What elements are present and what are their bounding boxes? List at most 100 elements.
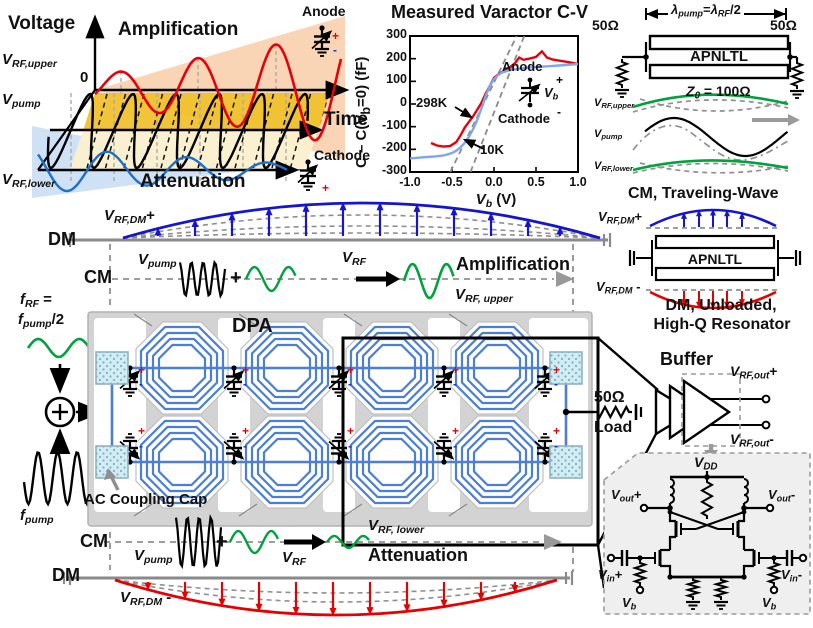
res-apnltl-label: APNLTL <box>687 251 743 267</box>
varactor-plus-mark: + <box>553 363 561 377</box>
inset-vb-label: Vb <box>544 85 559 102</box>
tw-v-rf-upper-label: VRF,upper <box>594 97 635 111</box>
varactor-minus-mark: - <box>139 439 143 453</box>
amplification-label: Amplification <box>118 19 239 40</box>
varactor-minus-mark: - <box>554 377 558 391</box>
xtick-label: 0.5 <box>527 175 545 189</box>
xtick-label: -0.5 <box>441 175 463 189</box>
varactor-minus-mark: - <box>348 439 352 453</box>
v-rf-out-minus-label: VRF,out- <box>730 431 774 450</box>
apnltl-label: APNLTL <box>689 48 749 65</box>
ytick-label: -100 <box>381 118 407 132</box>
dpa-title: DPA <box>232 315 273 337</box>
mid-v-pump-label: Vpump <box>138 251 177 270</box>
res-caption-1: DM, Unloaded, <box>665 297 777 314</box>
vb-left-label: Vb <box>622 595 637 612</box>
cathode-label: Cathode <box>314 147 370 163</box>
curve-label-298k: 298K <box>416 95 448 110</box>
f-pump-label: fpump <box>20 507 54 526</box>
inset-anode-label: Anode <box>502 59 543 74</box>
mid-v-rf-label: VRF <box>342 249 367 268</box>
res-v-plus-label: VRF,DM+ <box>598 209 643 226</box>
xtick-label: -1.0 <box>399 175 421 189</box>
res-caption-2: High-Q Resonator <box>653 316 791 333</box>
varactor-plus-mark: + <box>138 363 146 377</box>
minus-mark: - <box>557 105 561 119</box>
ytick-label: 100 <box>386 72 407 86</box>
f-pump-half-label: fpump/2 <box>18 311 65 330</box>
varactor-plus-mark: + <box>553 424 561 438</box>
plus-mark: + <box>332 29 340 43</box>
varactor-minus-mark: - <box>453 377 457 391</box>
inset-cathode-label: Cathode <box>498 111 550 126</box>
bot-v-pump-label: Vpump <box>134 547 173 566</box>
chart-xlabel: Vb (V) <box>475 191 517 210</box>
vdd-label: VDD <box>694 454 718 473</box>
zero-label: 0 <box>80 69 89 86</box>
varactor-plus-mark: + <box>347 424 355 438</box>
tw-v-pump-label: Vpump <box>594 128 623 142</box>
left-termination-label: 50Ω <box>592 17 619 33</box>
cm-traveling-wave-caption: CM, Traveling-Wave <box>628 185 779 202</box>
load-label: Load <box>594 419 633 436</box>
voltage-axis-label: Voltage <box>8 13 76 34</box>
plus-mark: + <box>556 73 564 87</box>
varactor-plus-mark: + <box>242 424 250 438</box>
plus-mark: + <box>322 181 330 195</box>
vout-minus-label: Vout- <box>768 487 796 504</box>
varactor-minus-mark: - <box>348 377 352 391</box>
ytick-label: 0 <box>400 95 407 109</box>
varactor-plus-mark: + <box>452 424 460 438</box>
lambda-annotation: λpump=λRF/2 <box>668 3 744 18</box>
varactor-minus-mark: - <box>243 439 247 453</box>
vin-minus-label: Vin- <box>781 567 803 584</box>
ytick-label: -200 <box>381 140 407 154</box>
minus-mark: - <box>333 43 337 57</box>
v-pump-label: Vpump <box>2 91 41 110</box>
bottom-cm-label: CM <box>80 531 108 551</box>
mid-amplification-label: Amplification <box>456 254 571 274</box>
varactor-plus-mark: + <box>138 424 146 438</box>
time-axis-label: Time <box>324 109 369 130</box>
chart-title: Measured Varactor C-V <box>390 2 589 22</box>
xtick-label: 0.0 <box>485 175 503 189</box>
v-rf-out-plus-label: VRF,out+ <box>730 363 778 382</box>
bottom-dm-label: DM <box>52 565 80 585</box>
v-rf-dm-plus-label: VRF,DM+ <box>104 207 155 226</box>
z0-label: Z0 = 100Ω <box>686 83 751 102</box>
bot-v-rf-lower-label: VRF, lower <box>368 517 425 536</box>
varactor-plus-mark: + <box>242 363 250 377</box>
res-v-minus-label: VRF,DM - <box>596 279 641 296</box>
bot-plus-operator: + <box>216 531 228 553</box>
bot-attenuation-label: Attenuation <box>368 545 468 565</box>
mid-v-rf-upper-label: VRF, upper <box>455 286 513 305</box>
cm-label: CM <box>84 267 112 287</box>
right-termination-label: 50Ω <box>770 17 797 33</box>
vout-plus-label: Vout+ <box>611 487 642 504</box>
v-rf-lower-label: VRF,lower <box>2 171 56 190</box>
varactor-plus-mark: + <box>452 363 460 377</box>
buffer-label: Buffer <box>660 349 713 369</box>
load-ohm-label: 50Ω <box>594 389 625 406</box>
varactor-minus-mark: - <box>453 439 457 453</box>
vb-right-label: Vb <box>762 595 777 612</box>
anode-label: Anode <box>302 3 346 19</box>
attenuation-label: Attenuation <box>140 171 246 192</box>
curve-label-10k: 10K <box>480 142 504 157</box>
bot-v-rf-label: VRF <box>282 549 307 568</box>
minus-mark: - <box>297 162 301 176</box>
chart-ylabel: C – C(Vb=0) (fF) <box>353 56 373 168</box>
varactor-plus-mark: + <box>347 363 355 377</box>
varactor-minus-mark: - <box>554 439 558 453</box>
ytick-label: 300 <box>386 27 407 41</box>
f-rf-label: fRF = <box>20 291 52 310</box>
xtick-label: 1.0 <box>569 175 587 189</box>
ac-coupling-cap-label: AC Coupling Cap <box>84 491 208 508</box>
varactor-minus-mark: - <box>139 377 143 391</box>
tw-v-rf-lower-label: VRF,lower <box>594 160 633 174</box>
v-rf-dm-minus-label: VRF,DM - <box>120 589 172 608</box>
dm-label: DM <box>48 229 76 249</box>
ytick-label: 200 <box>386 50 407 64</box>
v-rf-upper-label: VRF,upper <box>2 51 57 70</box>
